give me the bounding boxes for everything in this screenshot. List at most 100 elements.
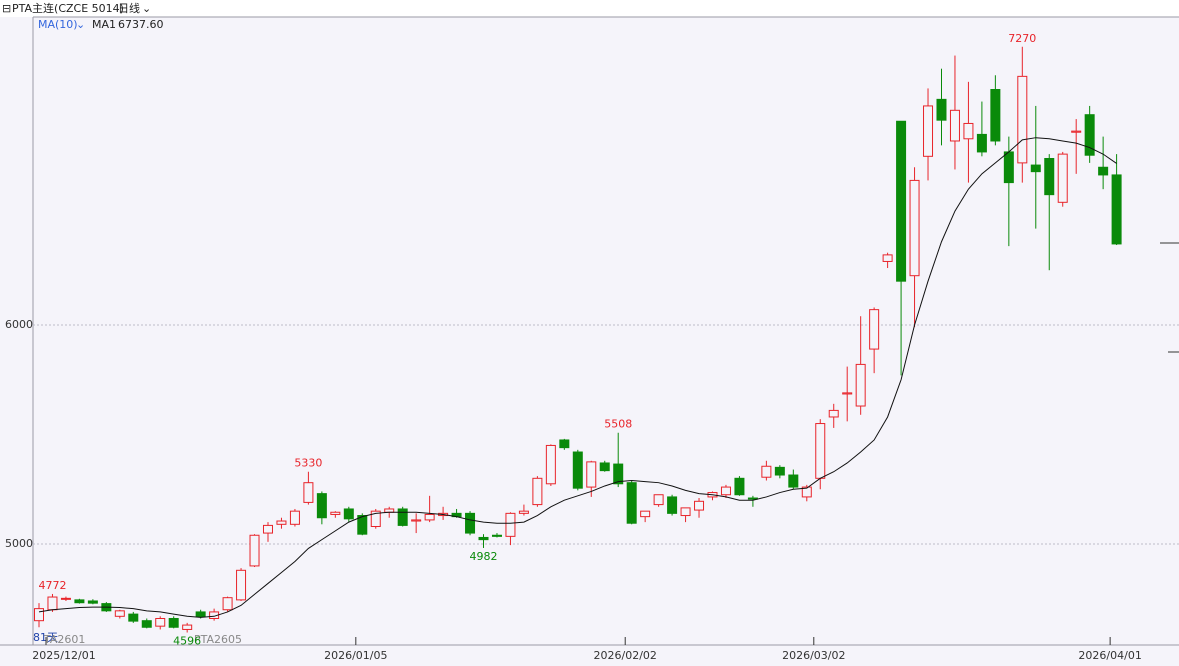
candle-body [60, 597, 71, 600]
extreme-label: 5330 [294, 457, 322, 470]
candle-body [1003, 151, 1014, 184]
candle-body [559, 439, 570, 449]
extreme-label: 7270 [1008, 32, 1036, 45]
candle-body [626, 482, 637, 524]
candle-body [801, 486, 812, 498]
candle-body [155, 617, 166, 627]
candle-body [128, 613, 139, 622]
candle-body [1071, 130, 1082, 133]
candle-body [747, 497, 758, 500]
note: TA2601 [43, 633, 85, 646]
candle-body [47, 596, 58, 611]
candle-body [491, 534, 502, 537]
candle-body [640, 510, 651, 518]
candle-body [168, 617, 179, 628]
candle-body [694, 500, 705, 511]
extreme-label: 5508 [604, 418, 632, 431]
x-tick-label: 2026/03/02 [782, 649, 845, 662]
candle-body [572, 451, 583, 489]
candle-body [276, 520, 287, 525]
candle-body [478, 536, 489, 541]
header-bar [0, 0, 1179, 17]
extreme-label: 4982 [470, 550, 498, 563]
collapse-icon[interactable]: ⊟ [2, 2, 11, 15]
candle-body [896, 120, 907, 282]
candle-body [1030, 164, 1041, 173]
candle-body [869, 309, 880, 350]
y-tick-label: 6000 [5, 318, 33, 331]
candle-body [465, 512, 476, 534]
candle-body [289, 510, 300, 525]
candle-body [761, 465, 772, 478]
candle-body [74, 599, 85, 604]
candle-body [774, 466, 785, 476]
period-dropdown[interactable]: ⌄ [142, 2, 151, 15]
candle-body [182, 624, 193, 630]
candle-body [262, 524, 273, 534]
candle-body [990, 89, 1001, 142]
candle-body [370, 510, 381, 527]
candle-body [613, 463, 624, 485]
candle-body [424, 513, 435, 521]
x-tick-label: 2026/02/02 [594, 649, 657, 662]
candle-body [815, 423, 826, 479]
candle-body [195, 611, 206, 618]
x-tick-label: 2026/04/01 [1078, 649, 1141, 662]
ma-name: MA1 [92, 18, 116, 31]
note: PTA2605 [194, 633, 242, 646]
candle-body [976, 133, 987, 153]
candle-body [1017, 75, 1028, 164]
candle-body [653, 494, 664, 506]
indicator-dropdown[interactable]: ⌄ [76, 18, 85, 31]
candle-body [882, 254, 893, 262]
indicator[interactable]: MA(10) [38, 18, 78, 31]
candle-body [87, 600, 98, 604]
candle-body [330, 511, 341, 515]
candle-body [397, 508, 408, 526]
chart-title: PTA主连(CZCE 5014) [12, 2, 124, 15]
candle-body [1044, 158, 1055, 196]
candle-body [586, 461, 597, 488]
candle-body [828, 409, 839, 418]
candle-body [411, 519, 422, 522]
candle-body [141, 620, 152, 628]
candle-body [720, 486, 731, 496]
candle-body [114, 610, 125, 617]
period[interactable]: 日线 [118, 1, 140, 15]
candle-body [532, 477, 543, 506]
candle-body [842, 392, 853, 395]
ma-latest: 6737.60 [118, 18, 164, 31]
candle-body [734, 477, 745, 496]
extreme-label: 4596 [173, 635, 201, 648]
candle-body [936, 98, 947, 121]
candle-body [303, 482, 314, 503]
candle-body [963, 122, 974, 140]
candle-body [236, 569, 247, 601]
candle-body [788, 474, 799, 488]
x-tick-label: 2026/01/05 [324, 649, 387, 662]
candle-body [222, 597, 233, 611]
candle-body [518, 510, 529, 514]
candle-body [316, 493, 327, 519]
x-tick-label: 2025/12/01 [32, 649, 95, 662]
candle-body [1057, 153, 1068, 203]
candle-body [855, 363, 866, 407]
candle-body [680, 507, 691, 517]
candle-body [505, 512, 516, 537]
extreme-label: 4772 [38, 579, 66, 592]
candle-body [667, 496, 678, 514]
candle-body [357, 515, 368, 535]
candle-body [599, 462, 610, 472]
candle-body [343, 508, 354, 520]
candle-body [949, 109, 960, 142]
candle-body [909, 179, 920, 277]
candle-body [545, 444, 556, 485]
candle-body [923, 105, 934, 157]
candle-body [34, 608, 44, 622]
candle-body [1084, 114, 1095, 156]
candle-body [249, 534, 260, 567]
ma-line [38, 137, 1117, 618]
